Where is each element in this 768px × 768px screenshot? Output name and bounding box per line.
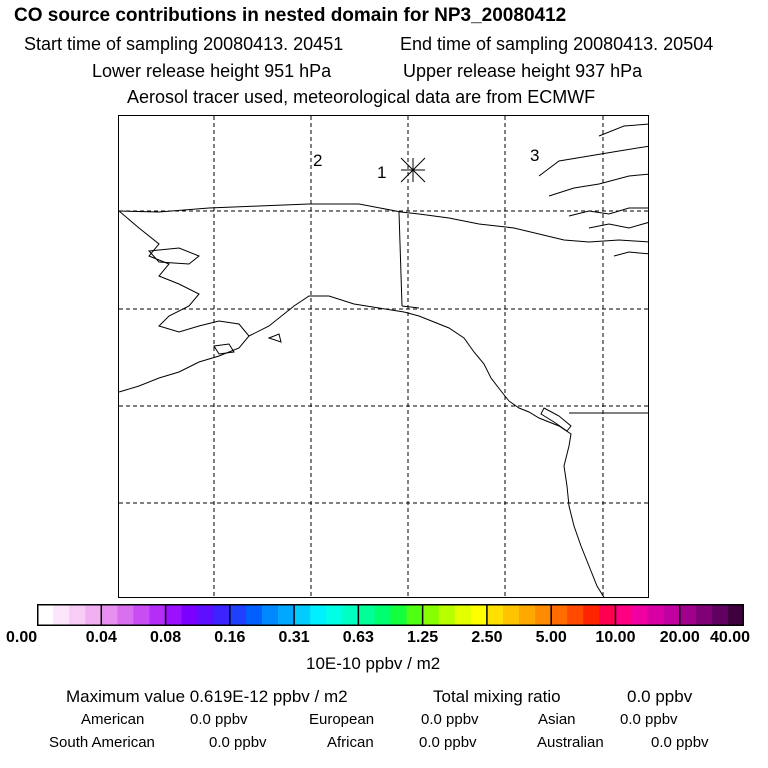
colorbar-swatch	[326, 604, 343, 626]
coastlines	[119, 123, 648, 597]
colorbar-swatch	[37, 604, 54, 626]
colorbar-swatch	[519, 604, 536, 626]
maximum-value: Maximum value 0.619E-12 ppbv / m2	[66, 687, 348, 706]
colorbar-swatch	[229, 604, 247, 626]
colorbar	[37, 604, 744, 626]
colorbar-swatch	[101, 604, 118, 626]
start-time: Start time of sampling 20080413. 20451	[24, 34, 344, 54]
australian-value: 0.0 ppbv	[651, 734, 709, 751]
colorbar-swatch	[278, 604, 295, 626]
european-label: European	[309, 711, 375, 728]
colorbar-swatch	[535, 604, 552, 626]
map-title: CO source contributions in nested domain…	[14, 5, 567, 26]
colorbar-swatch	[165, 604, 183, 626]
colorbar-swatch	[117, 604, 134, 626]
colorbar-swatch	[454, 604, 472, 626]
colorbar-swatch	[502, 604, 520, 626]
colorbar-border	[37, 604, 744, 626]
graticule	[119, 116, 648, 597]
colorbar-tick-label: 0.16	[214, 629, 246, 646]
map-panel: 1 2 3	[118, 115, 649, 598]
colorbar-swatch	[181, 604, 199, 626]
american-value: 0.0 ppbv	[190, 711, 248, 728]
colorbar-swatch	[261, 604, 279, 626]
colorbar-swatch	[647, 604, 665, 626]
colorbar-tick-label: 1.25	[407, 629, 439, 646]
colorbar-swatch	[85, 604, 102, 626]
colorbar-swatch	[294, 604, 311, 626]
colorbar-tick-label: 0.31	[278, 629, 310, 646]
colorbar-tick-label: 0.04	[85, 629, 117, 646]
colorbar-tick-label: 40.00	[710, 629, 751, 646]
colorbar-swatch	[374, 604, 391, 626]
release-site-marker	[400, 157, 426, 183]
colorbar-swatch	[149, 604, 167, 626]
colorbar-tick-label: 0.63	[342, 629, 374, 646]
colorbar-swatch	[358, 604, 375, 626]
marker-label-1: 1	[377, 163, 386, 182]
colorbar-swatch	[390, 604, 408, 626]
colorbar-swatch	[727, 604, 744, 626]
colorbar-swatch	[53, 604, 70, 626]
colorbar-swatch	[197, 604, 215, 626]
european-value: 0.0 ppbv	[421, 711, 479, 728]
colorbar-swatch	[470, 604, 488, 626]
colorbar-tick-label: 0.00	[6, 629, 38, 646]
map-svg: 1 2 3	[119, 116, 648, 597]
tracer-info: Aerosol tracer used, meteorological data…	[127, 87, 596, 107]
colorbar-swatch	[663, 604, 681, 626]
colorbar-swatch	[583, 604, 600, 626]
colorbar-swatch	[438, 604, 456, 626]
colorbar-swatch	[422, 604, 440, 626]
asian-value: 0.0 ppbv	[620, 711, 678, 728]
colorbar-swatch	[133, 604, 150, 626]
colorbar-swatch	[599, 604, 616, 626]
african-label: African	[327, 734, 374, 751]
colorbar-swatch	[567, 604, 584, 626]
colorbar-swatch	[245, 604, 263, 626]
marker-label-3: 3	[530, 146, 539, 165]
asian-label: Asian	[538, 711, 576, 728]
marker-label-2: 2	[313, 151, 322, 170]
american-label: American	[81, 711, 145, 728]
south-american-value: 0.0 ppbv	[209, 734, 267, 751]
colorbar-swatch	[695, 604, 713, 626]
african-value: 0.0 ppbv	[419, 734, 477, 751]
upper-release-height: Upper release height 937 hPa	[403, 61, 643, 81]
colorbar-swatch	[711, 604, 729, 626]
colorbar-swatch	[551, 604, 568, 626]
total-mixing-label: Total mixing ratio	[433, 687, 561, 706]
colorbar-unit: 10E-10 ppbv / m2	[306, 654, 441, 673]
total-mixing-value: 0.0 ppbv	[627, 687, 693, 706]
south-american-label: South American	[49, 734, 155, 751]
colorbar-swatch	[486, 604, 504, 626]
colorbar-swatch	[310, 604, 327, 626]
colorbar-swatch	[631, 604, 649, 626]
end-time: End time of sampling 20080413. 20504	[400, 34, 714, 54]
colorbar-tick-label: 10.00	[595, 629, 636, 646]
colorbar-swatch	[406, 604, 424, 626]
colorbar-swatch	[679, 604, 697, 626]
australian-label: Australian	[537, 734, 604, 751]
lower-release-height: Lower release height 951 hPa	[92, 61, 332, 81]
colorbar-swatch	[615, 604, 633, 626]
colorbar-swatch	[69, 604, 86, 626]
colorbar-tick-label: 5.00	[535, 629, 567, 646]
colorbar-tick-label: 20.00	[659, 629, 700, 646]
colorbar-swatch	[213, 604, 231, 626]
borders	[398, 211, 648, 414]
colorbar-tick-label: 2.50	[471, 629, 503, 646]
colorbar-swatch	[342, 604, 359, 626]
colorbar-tick-label: 0.08	[149, 629, 182, 646]
